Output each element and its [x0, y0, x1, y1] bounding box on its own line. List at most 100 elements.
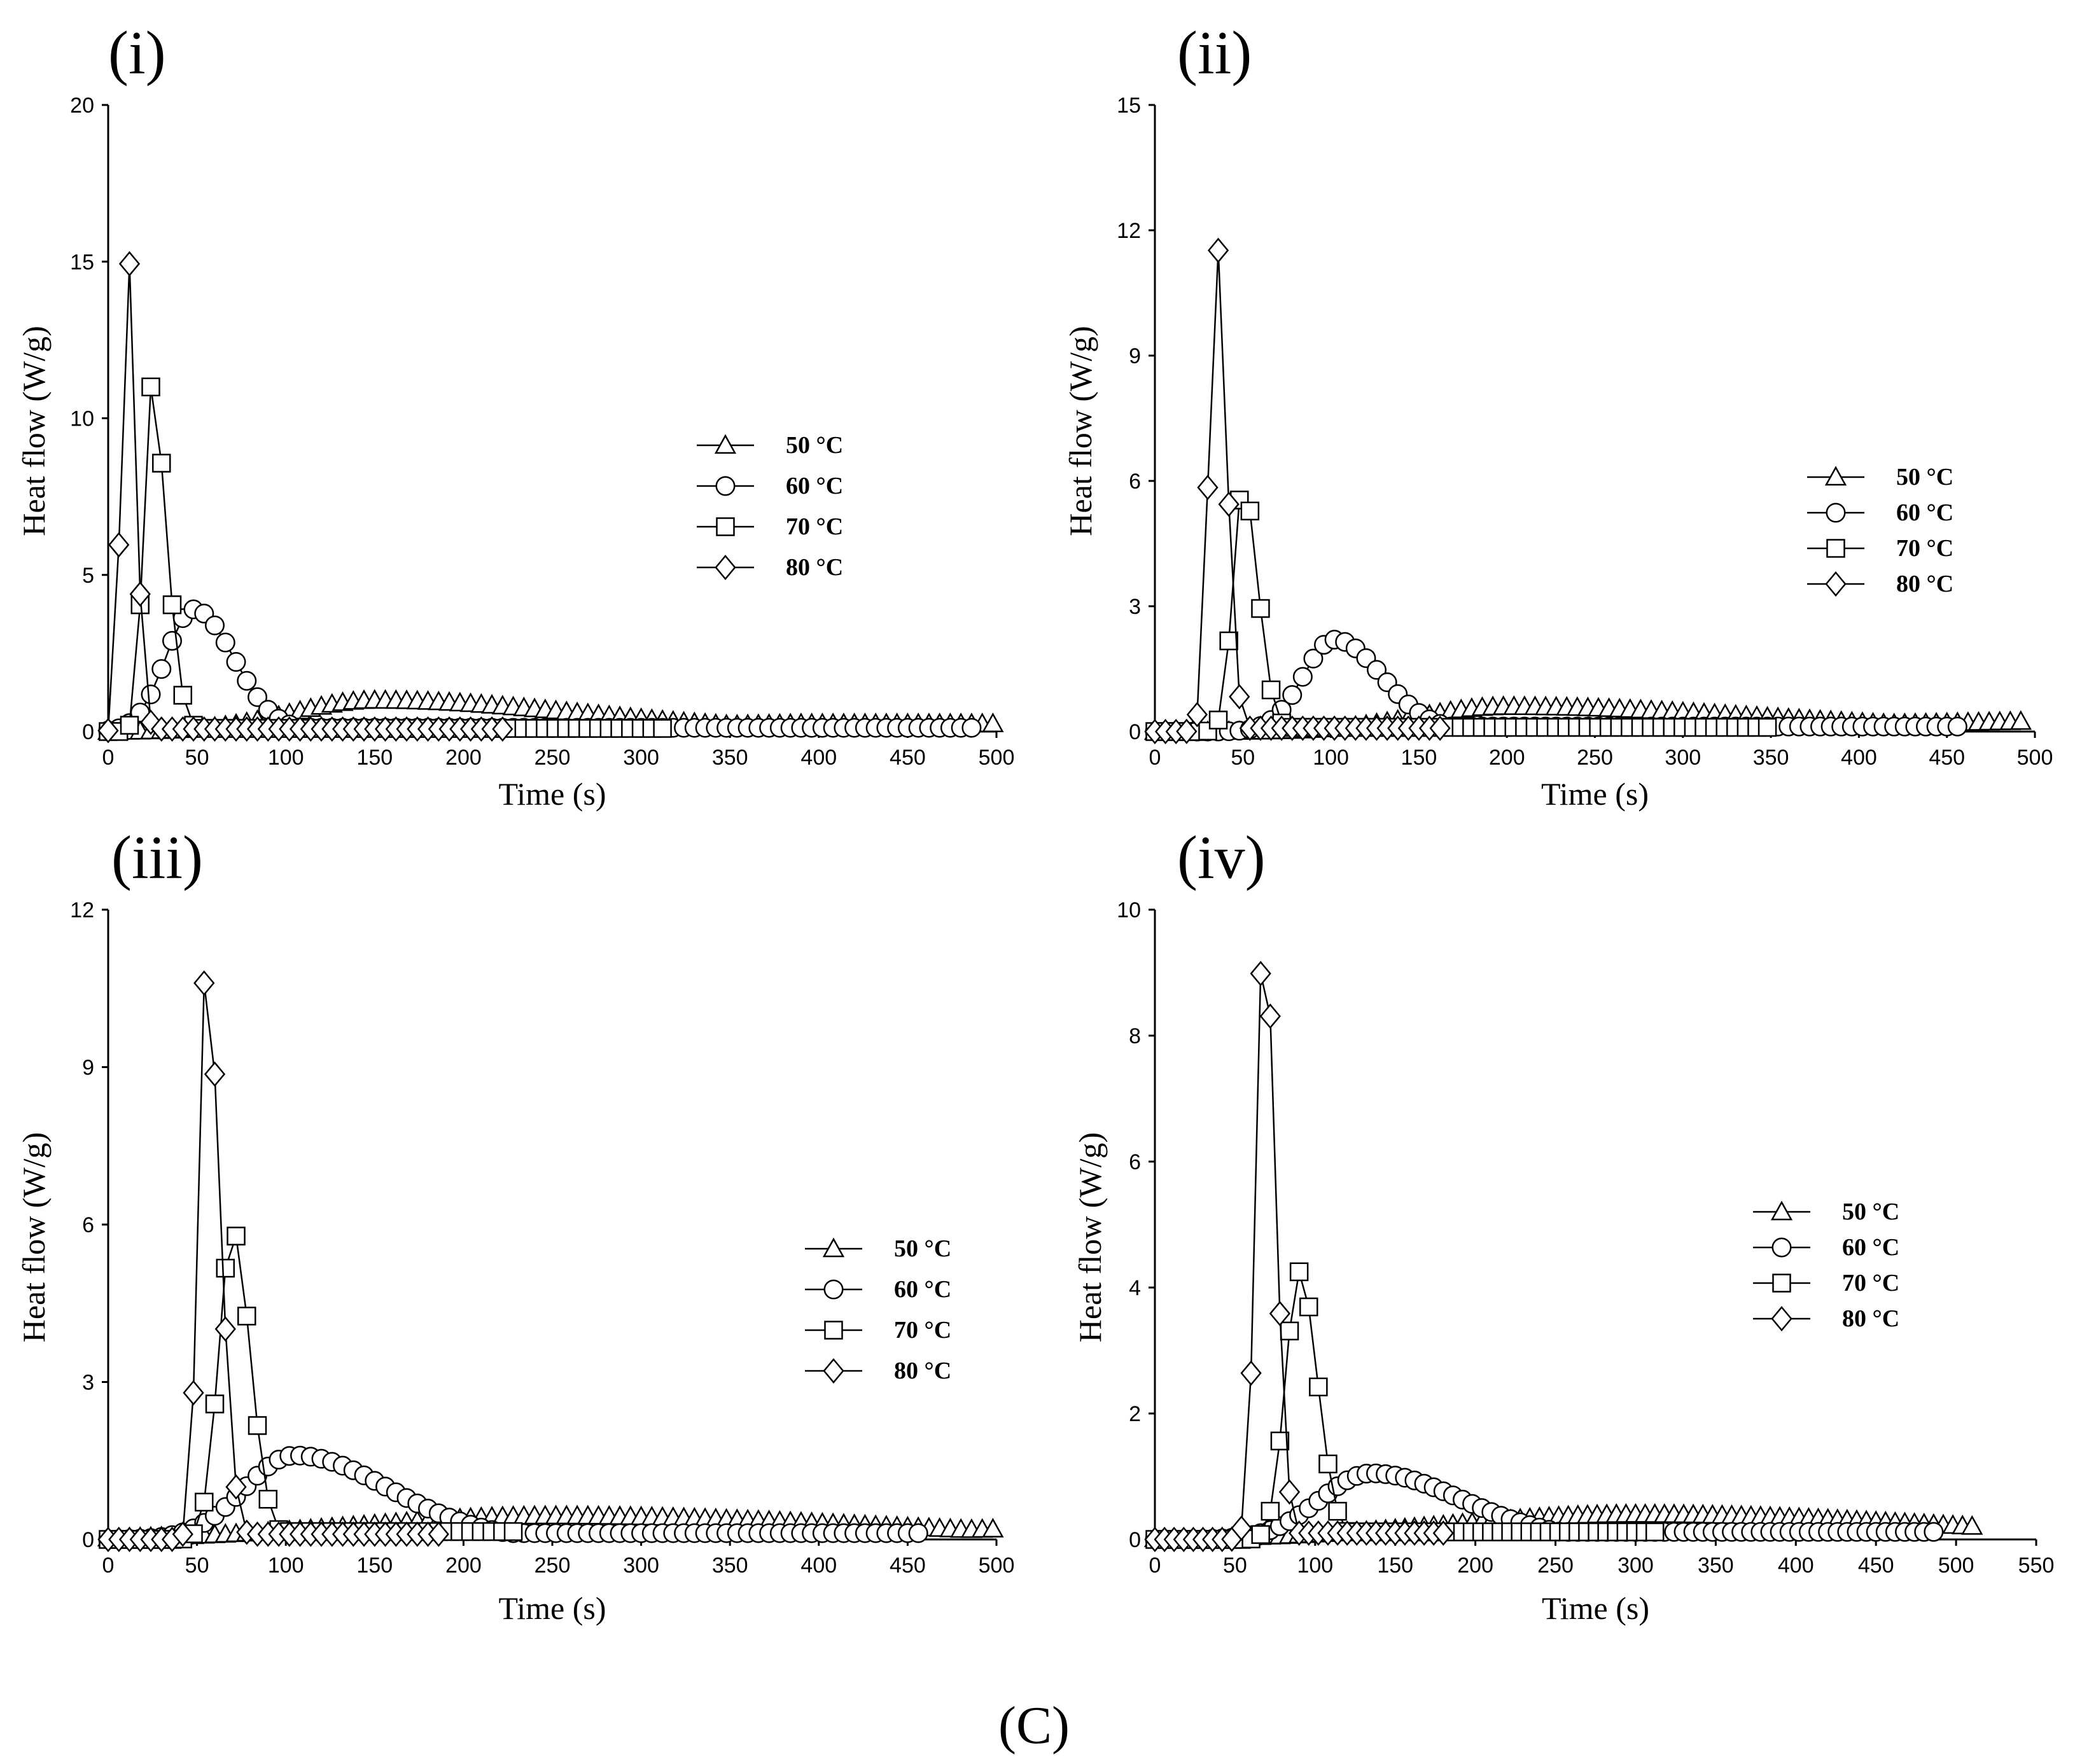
data-point-triangle — [982, 1518, 1004, 1538]
data-point-square — [1261, 680, 1281, 700]
data-point-diamond — [108, 532, 130, 558]
data-point-circle — [1924, 1522, 1944, 1542]
legend-marker-diamond — [823, 1358, 844, 1384]
y-tick-label: 15 — [70, 250, 94, 274]
data-point-square — [162, 595, 182, 615]
legend-label: 60 °C — [894, 1276, 951, 1303]
y-tick-label: 3 — [82, 1371, 94, 1395]
x-tick-label: 100 — [1313, 746, 1349, 770]
legend: 50 °C 60 °C 70 °C 80 °C — [697, 432, 843, 581]
data-point-square — [205, 1394, 225, 1413]
x-tick-label: 50 — [185, 1553, 209, 1578]
x-tick-label: 250 — [534, 1553, 571, 1578]
data-point-diamond — [118, 251, 141, 277]
data-point-circle — [215, 632, 235, 653]
data-point-diamond — [193, 970, 215, 996]
legend: 50 °C 60 °C 70 °C 80 °C — [805, 1235, 951, 1384]
data-point-diamond — [1197, 475, 1219, 501]
x-tick-label: 500 — [1938, 1553, 1974, 1578]
y-tick-label: 15 — [1117, 94, 1141, 118]
x-tick-label: 400 — [1841, 746, 1877, 770]
x-tick-label: 350 — [712, 746, 748, 770]
data-point-square — [653, 719, 672, 738]
data-point-diamond — [129, 581, 151, 607]
legend-label: 50 °C — [894, 1235, 951, 1262]
y-tick-label: 0 — [1129, 720, 1141, 744]
data-point-square — [173, 686, 193, 705]
data-point-circle — [1367, 660, 1387, 680]
data-point-diamond — [1240, 1360, 1262, 1386]
x-tick-label: 250 — [534, 746, 571, 770]
legend-marker-square — [1826, 539, 1845, 558]
data-point-circle — [226, 652, 246, 672]
data-point-diamond — [1207, 237, 1229, 263]
x-tick-label: 500 — [2017, 746, 2053, 770]
data-point-diamond — [225, 1474, 247, 1500]
legend-label: 80 °C — [1842, 1305, 1899, 1332]
x-tick-label: 0 — [102, 746, 115, 770]
data-point-square — [1289, 1262, 1309, 1281]
y-axis-title: Heat flow (W/g) — [1063, 326, 1098, 536]
legend-label: 70 °C — [1842, 1270, 1899, 1296]
data-point-circle — [205, 615, 225, 635]
data-point-diamond — [1229, 684, 1250, 710]
data-point-diamond — [172, 1521, 193, 1547]
data-point-circle — [908, 1523, 928, 1543]
x-tick-label: 550 — [2018, 1553, 2055, 1578]
data-point-circle — [1282, 685, 1303, 705]
data-point-square — [1328, 1501, 1347, 1521]
x-tick-label: 400 — [800, 1553, 837, 1578]
x-axis-title: Time (s) — [1541, 776, 1649, 812]
y-axis-title: Heat flow (W/g) — [1072, 1132, 1108, 1342]
x-tick-label: 50 — [1231, 746, 1255, 770]
data-point-square — [1270, 1431, 1290, 1450]
data-point-circle — [237, 670, 257, 691]
data-point-diamond — [1231, 1515, 1252, 1541]
data-point-square — [1280, 1321, 1299, 1341]
x-tick-label: 350 — [1753, 746, 1789, 770]
series-diamond — [1144, 961, 1454, 1552]
legend-label: 80 °C — [1896, 571, 1953, 597]
y-tick-label: 9 — [1129, 344, 1141, 368]
legend-label: 50 °C — [1896, 464, 1953, 490]
data-point-square — [258, 1490, 278, 1509]
panel-label: (ii) — [1177, 18, 1252, 87]
legend-marker-triangle — [1824, 466, 1847, 486]
data-point-square — [1318, 1454, 1338, 1474]
data-point-square — [1757, 718, 1777, 737]
x-tick-label: 0 — [102, 1553, 115, 1578]
panel-label: (iv) — [1177, 823, 1266, 891]
data-point-circle — [151, 659, 172, 679]
x-tick-label: 450 — [1858, 1553, 1894, 1578]
y-axis-title: Heat flow (W/g) — [16, 1132, 52, 1342]
data-point-square — [1219, 631, 1238, 651]
x-tick-label: 200 — [445, 1553, 482, 1578]
x-tick-label: 250 — [1577, 746, 1613, 770]
legend-marker-square — [824, 1321, 843, 1340]
series-diamond — [97, 970, 449, 1552]
y-tick-label: 3 — [1129, 595, 1141, 619]
data-point-circle — [162, 630, 183, 651]
legend-label: 80 °C — [894, 1358, 951, 1384]
y-tick-label: 5 — [82, 564, 94, 588]
y-tick-label: 2 — [1129, 1402, 1141, 1426]
data-point-diamond — [428, 1521, 449, 1547]
data-point-diamond — [1432, 1520, 1454, 1546]
x-tick-label: 450 — [1929, 746, 1965, 770]
data-point-circle — [1947, 716, 1967, 737]
data-point-square — [141, 377, 160, 396]
data-point-square — [503, 1522, 523, 1541]
data-point-triangle — [1961, 1515, 1983, 1535]
legend-marker-diamond — [1825, 571, 1847, 597]
x-tick-label: 150 — [1401, 746, 1437, 770]
data-point-square — [195, 1492, 214, 1512]
y-axis-title: Heat flow (W/g) — [16, 326, 52, 536]
x-tick-label: 250 — [1537, 1553, 1574, 1578]
y-tick-label: 10 — [1117, 898, 1141, 922]
data-point-square — [237, 1307, 256, 1326]
series-diamond — [97, 251, 514, 744]
